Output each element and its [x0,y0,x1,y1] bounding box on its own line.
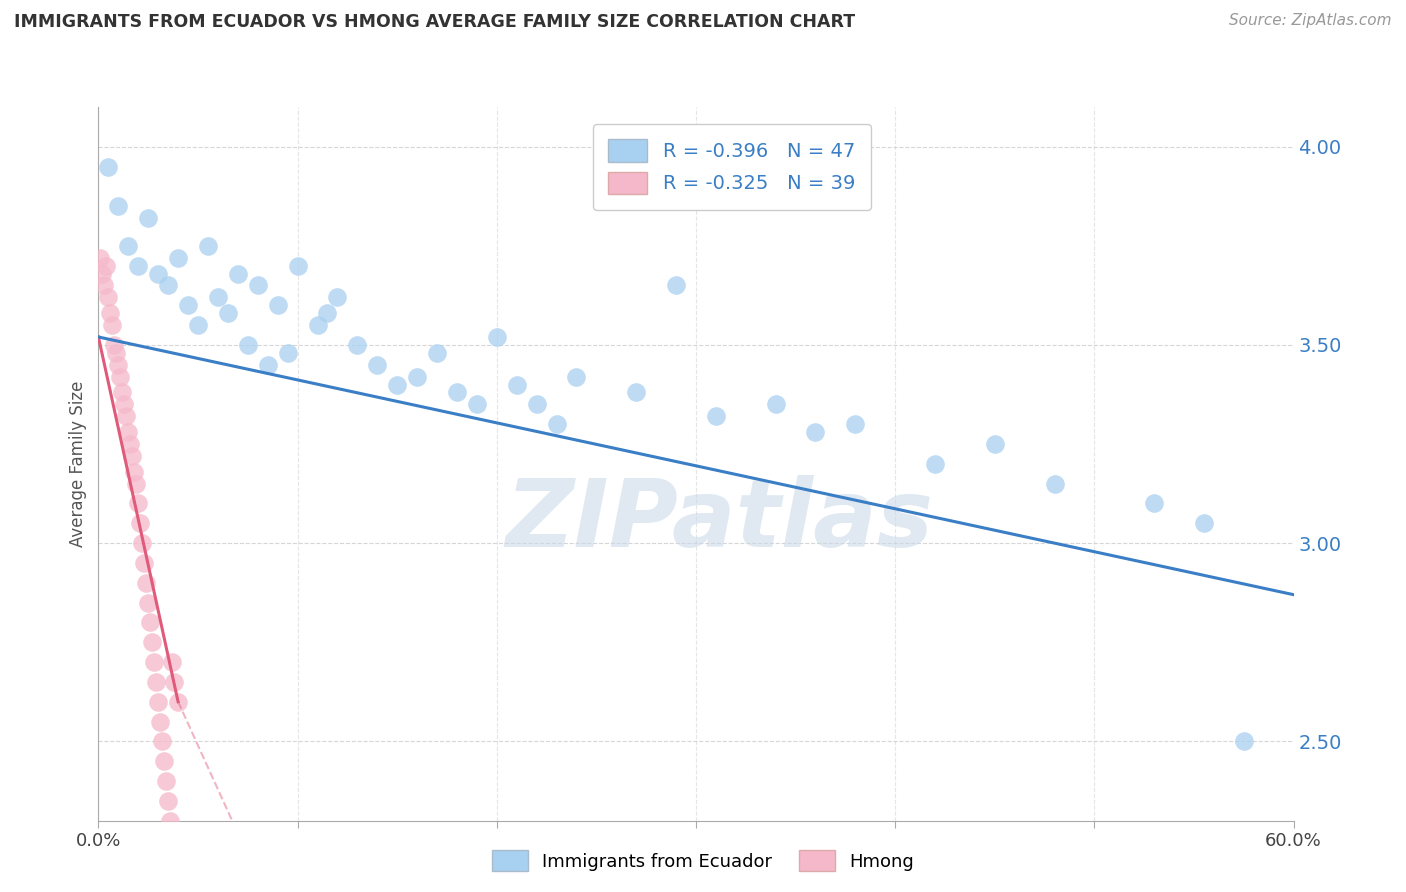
Point [101,318,124,332]
Point [804,425,827,439]
Point [187,318,209,332]
Point [1143,496,1166,510]
Point [844,417,866,432]
Point [117,239,139,253]
Point [506,377,529,392]
Point [91,267,114,281]
Point [665,278,688,293]
Point [153,754,176,768]
Point [446,385,468,400]
Point [167,251,190,265]
Point [149,714,172,729]
Point [131,536,153,550]
Point [924,457,946,471]
Point [98,306,122,320]
Point [143,655,166,669]
Point [704,409,727,424]
Point [167,695,190,709]
Point [177,298,200,312]
Point [136,596,159,610]
Point [89,251,111,265]
Point [326,290,349,304]
Point [139,615,162,630]
Point [160,655,183,669]
Point [148,267,170,281]
Point [236,338,259,352]
Point [307,318,329,332]
Point [246,278,269,293]
Point [125,476,148,491]
Point [565,369,588,384]
Point [129,516,152,531]
Point [135,575,157,590]
Point [197,239,219,253]
Point [267,298,290,312]
Point [110,369,132,384]
Point [141,635,163,649]
Text: Source: ZipAtlas.com: Source: ZipAtlas.com [1229,13,1392,29]
Point [366,358,388,372]
Text: IMMIGRANTS FROM ECUADOR VS HMONG AVERAGE FAMILY SIZE CORRELATION CHART: IMMIGRANTS FROM ECUADOR VS HMONG AVERAGE… [14,13,855,31]
Point [163,674,186,689]
Point [624,385,647,400]
Point [127,259,149,273]
Point [765,397,787,411]
Point [115,409,138,424]
Point [346,338,368,352]
Point [157,278,180,293]
Point [385,377,409,392]
Point [124,465,146,479]
Point [159,814,181,828]
Point [546,417,568,432]
Point [121,449,143,463]
Point [111,385,134,400]
Point [136,211,159,225]
Legend: R = -0.396   N = 47, R = -0.325   N = 39: R = -0.396 N = 47, R = -0.325 N = 39 [593,124,870,210]
Point [97,160,120,174]
Point [105,346,128,360]
Point [1192,516,1215,531]
Point [207,290,229,304]
Point [117,425,139,439]
Point [465,397,488,411]
Point [157,794,180,808]
Point [145,674,167,689]
Point [287,259,309,273]
Point [96,259,118,273]
Point [127,496,149,510]
Legend: Immigrants from Ecuador, Hmong: Immigrants from Ecuador, Hmong [484,843,922,879]
Point [103,338,125,352]
Point [1233,734,1256,748]
Point [256,358,278,372]
Point [93,278,115,293]
Point [406,369,429,384]
Point [155,774,177,789]
Point [107,199,129,213]
Point [148,695,170,709]
Point [112,397,135,411]
Point [1043,476,1066,491]
Point [485,330,508,344]
Point [526,397,548,411]
Point [226,267,249,281]
Point [134,556,156,570]
Point [120,437,142,451]
Point [983,437,1005,451]
Text: ZIPatlas: ZIPatlas [506,475,934,567]
Point [150,734,173,748]
Point [107,358,129,372]
Point [426,346,449,360]
Point [97,290,120,304]
Point [217,306,239,320]
Point [277,346,299,360]
Y-axis label: Average Family Size: Average Family Size [69,381,87,547]
Point [316,306,339,320]
